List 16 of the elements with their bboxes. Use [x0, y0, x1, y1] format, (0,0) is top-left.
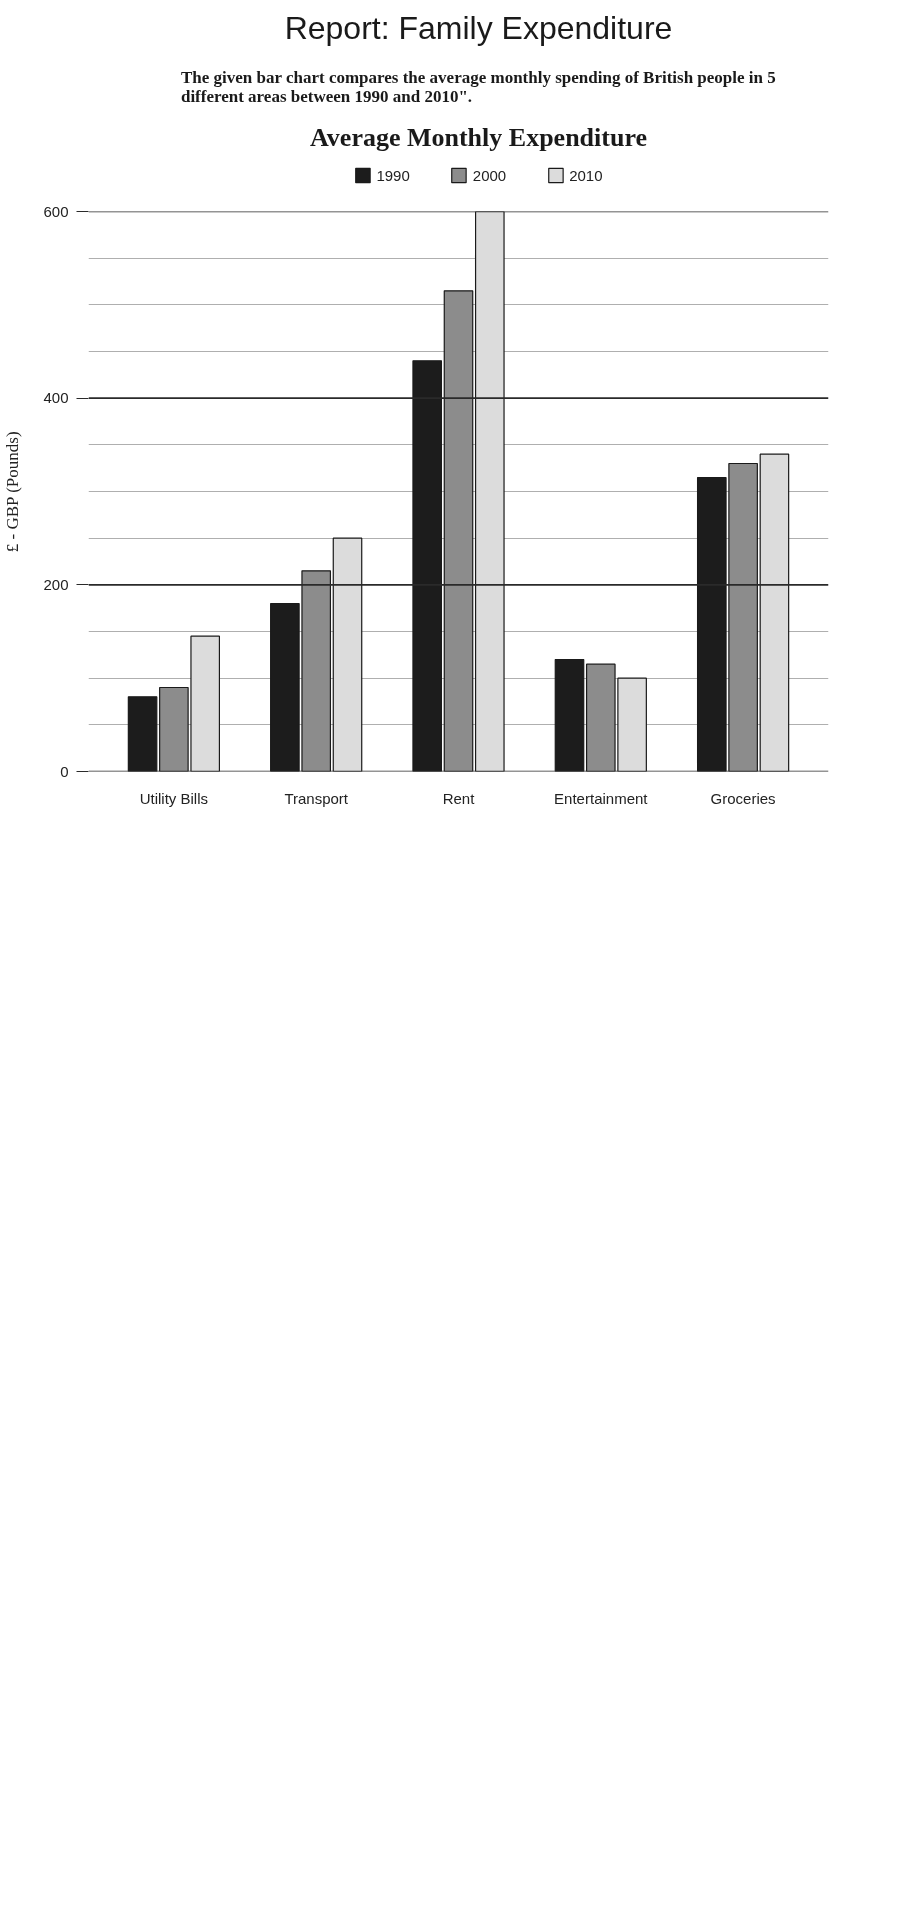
chart-title: Average Monthly Expenditure — [309, 122, 648, 152]
x-tick-label: Transport — [284, 789, 349, 807]
text: Report: Family Expenditure — [284, 9, 673, 46]
x-tick-label: Rent — [442, 789, 476, 807]
y-tick-label: 200 — [43, 575, 69, 593]
legend-label: 2010 — [569, 166, 603, 184]
y-tick-label: 400 — [43, 389, 69, 407]
y-tick-label: 600 — [43, 202, 69, 220]
x-tick-label: Utility Bills — [139, 789, 209, 807]
x-tick-label: Groceries — [710, 789, 776, 807]
legend-label: 2000 — [472, 166, 507, 184]
text: The given bar chart compares the average monthly spending of British people in 5 different areas between 1990 and 2010". — [180, 67, 776, 106]
x-tick-label: Entertainment — [554, 789, 649, 807]
legend-label: 1990 — [376, 166, 410, 184]
y-tick-label: 0 — [60, 762, 69, 780]
y-axis-title: £ - GBP (Pounds) — [3, 431, 23, 553]
